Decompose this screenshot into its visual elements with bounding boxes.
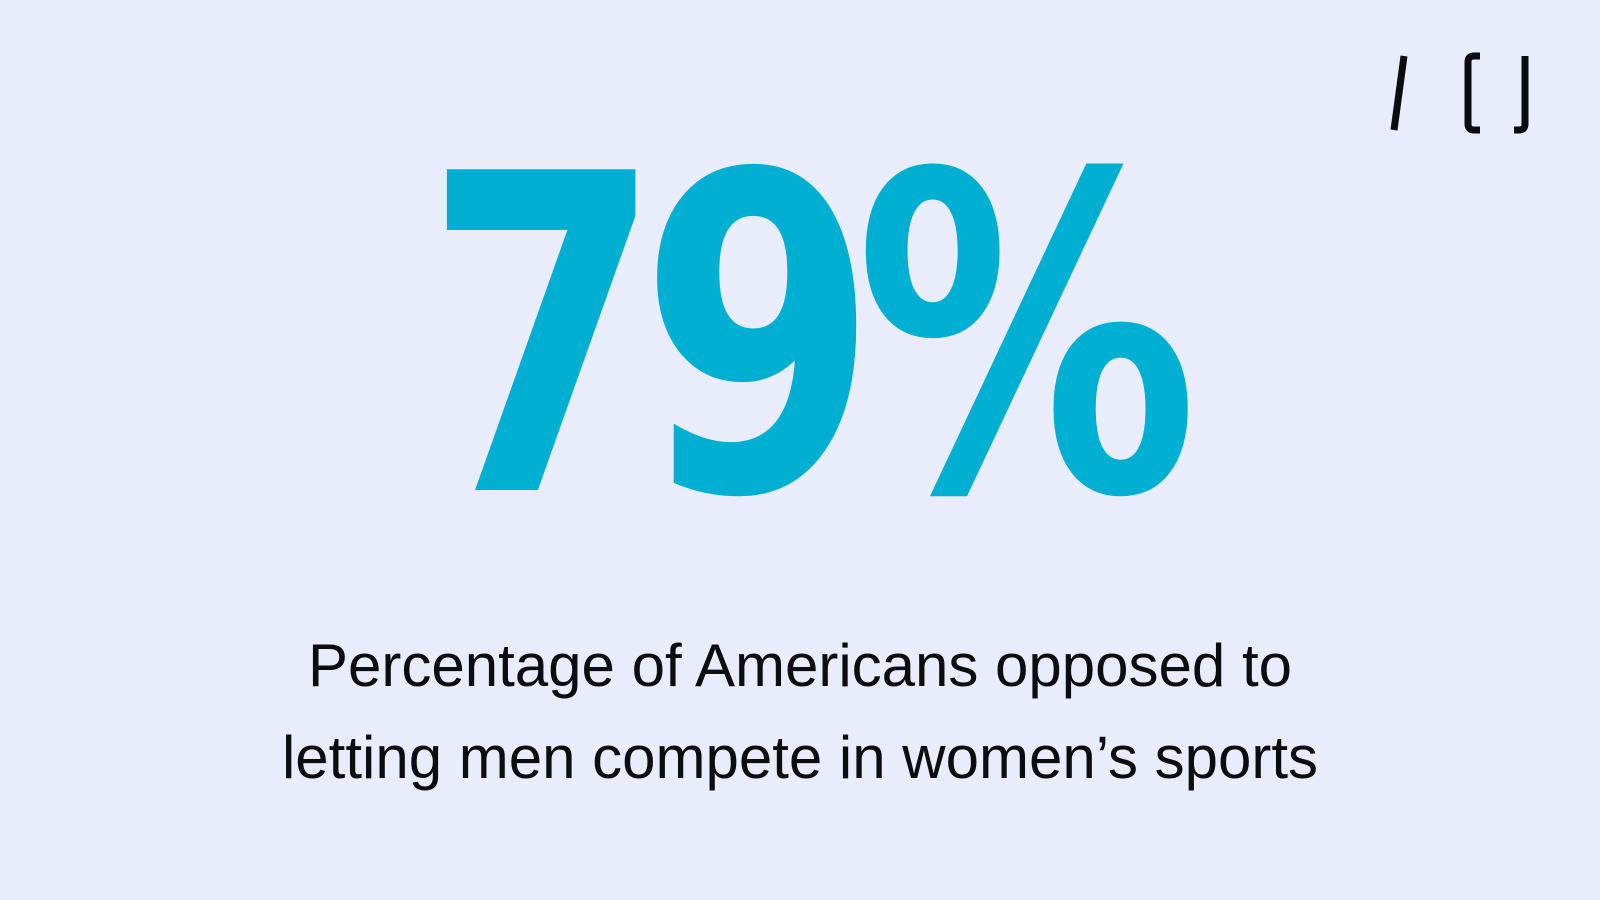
caption-line-1: Percentage of Americans opposed to: [308, 632, 1292, 699]
headline-stat: 79%: [0, 118, 1600, 558]
stat-caption: Percentage of Americans opposed to letti…: [0, 620, 1600, 804]
caption-line-2: letting men compete in women’s sports: [281, 724, 1319, 791]
brand-logo: [1388, 52, 1538, 134]
cj-logo-icon: [1390, 52, 1529, 134]
stat-value: 79%: [424, 82, 1199, 594]
